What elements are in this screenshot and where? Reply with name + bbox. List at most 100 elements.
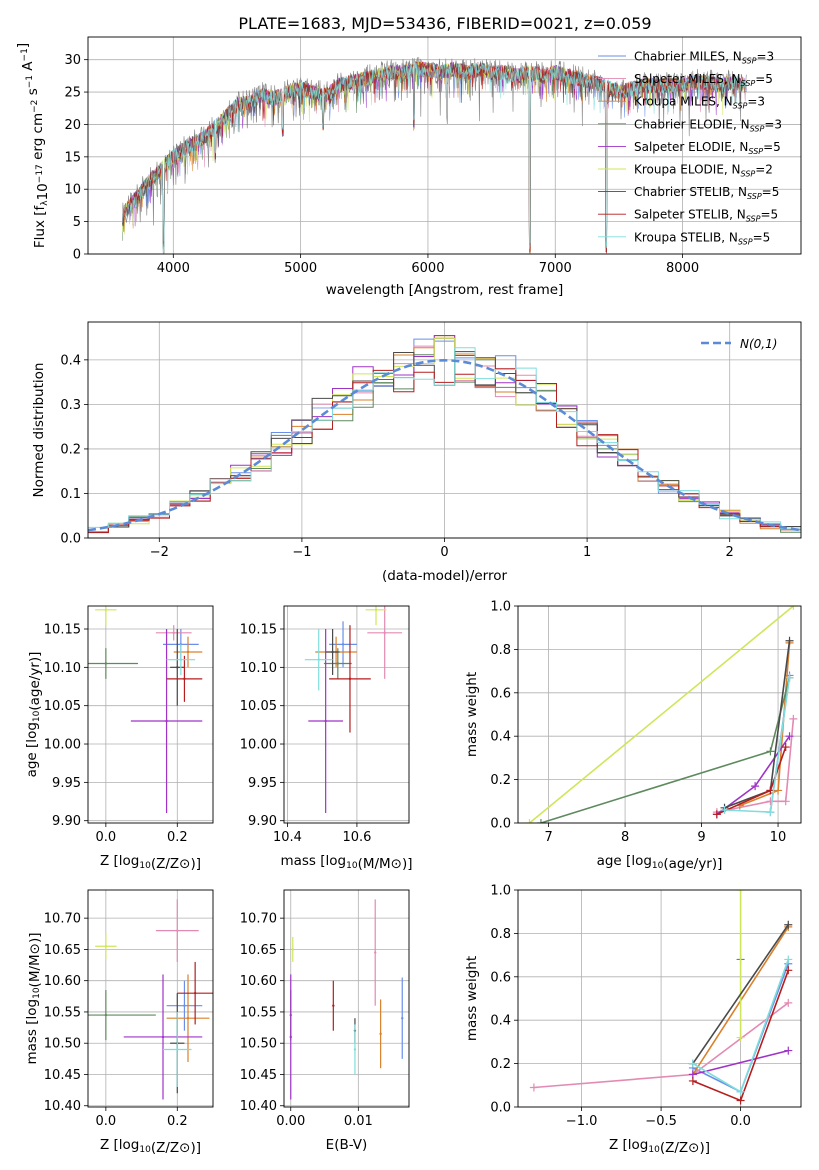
x-tick-label: 0 [440,545,448,560]
weight-marker [736,1033,745,1042]
ticks: 7 8 9 10 0.0 0.2 0.4 0.6 0.8 1.0 [490,600,786,846]
y-tick-label: 0.2 [60,442,81,457]
x-axis-label: E(B-V) [326,1137,368,1153]
y-tick-label: 0.8 [490,643,511,658]
weight-marker [784,966,793,975]
legend-entry: Kroupa STELIB, NSSP=5 [634,230,770,246]
model-spectrum-line [122,61,747,254]
y-axis-label: Normed distribution [31,363,47,498]
legend-entry: Salpeter STELIB, NSSP=5 [634,208,778,224]
x-tick-label: −0.5 [645,1114,677,1129]
axes-frame [87,889,214,1108]
x-axis-label: Z [log10(Z/Z⊙)] [100,1137,201,1156]
weight-marker [789,714,798,723]
x-tick-label: 8000 [666,261,699,276]
data-point [193,991,197,995]
weight-line [692,924,789,1065]
weight-marker [525,819,534,823]
y-tick-label: 10.55 [240,1005,277,1020]
gridlines [88,322,801,539]
weight-line [528,606,794,823]
x-tick-label: 0.2 [167,1114,188,1129]
y-tick-label: 0.4 [60,353,81,368]
y-tick-label: 20 [64,118,81,133]
plot-area [88,899,213,1100]
legend-entry: N(0,1) [740,337,777,351]
x-tick-label: 9 [697,830,705,845]
x-tick-label: 7 [544,830,552,845]
y-tick-label: 10.45 [240,1068,277,1083]
residual-histogram [88,337,801,538]
age-vs-metallicity-panel: 0.0 0.2 9.90 9.95 10.00 10.05 10.10 10.15 Z [log… [24,605,214,872]
y-tick-label: 0.6 [490,686,511,701]
gridlines [518,605,801,824]
y-tick-label: 1.0 [490,884,511,899]
ticks: 10.4 10.6 9.90 9.95 10.00 10.05 10.10 10.15 [240,623,372,845]
y-tick-label: 30 [64,53,81,68]
data-point [104,662,108,665]
y-tick-label: 0.8 [490,927,511,942]
weight-marker [712,810,721,819]
x-tick-label: −1 [292,545,311,560]
y-tick-label: 0.0 [490,817,511,832]
y-tick-label: 9.90 [248,814,277,829]
weight-marker [785,673,794,682]
x-tick-label: 8 [621,830,629,845]
axes-frame [283,889,410,1108]
data-point [383,631,386,635]
ticks: 0.0 0.2 9.90 9.95 10.00 10.05 10.10 10.15 [44,623,188,845]
ticks: 4000 5000 6000 7000 8000 0 5 10 15 20 25 30 [64,53,699,276]
y-tick-label: 10.00 [44,738,81,753]
y-tick-label: 10.70 [44,912,81,927]
data-point [176,929,179,932]
plot-area [88,606,203,814]
weight-marker [688,1076,697,1085]
data-point [161,1035,165,1039]
y-tick-label: 0.0 [60,532,81,547]
weight-marker [781,797,790,806]
x-axis-label: (data-model)/error [382,568,508,584]
data-point [332,1004,335,1007]
plot-area [525,606,798,823]
y-tick-label: 9.95 [248,776,277,791]
plot-area [529,890,793,1105]
gridlines [88,890,213,1107]
weight-marker [720,805,729,814]
weight-marker [736,1096,745,1105]
y-tick-label: 10.10 [44,661,81,676]
weight-marker [751,782,760,791]
mass-vs-metallicity-panel: 0.0 0.2 10.40 10.45 10.50 10.55 10.60 10.65 10.7… [24,889,214,1156]
weight-line [692,1049,789,1076]
data-point [317,658,320,661]
x-tick-label: 4000 [157,261,190,276]
y-tick-label: 1.0 [490,600,511,615]
data-point [379,1032,382,1036]
legend-entry: Salpeter ELODIE, NSSP=5 [634,140,781,156]
y-tick-label: 10.15 [44,623,81,638]
y-tick-label: 10.55 [44,1005,81,1020]
weight-marker [784,1046,793,1055]
weight-marker [736,890,745,894]
residual-histogram [88,335,801,538]
y-axis-label: age [log10(age/yr)] [24,652,43,778]
legend-entry: Chabrier MILES, NSSP=3 [634,50,774,66]
data-point [176,1048,179,1051]
weight-marker [784,955,793,964]
axes-frame [517,889,802,1108]
data-point [179,658,183,661]
weight-marker [766,797,775,806]
data-point [324,719,327,723]
legend-entry: Chabrier ELODIE, NSSP=3 [634,117,782,133]
data-point [104,608,108,612]
mass-vs-extinction-panel: 0.00 0.01 10.40 10.45 10.50 10.55 10.60 10.65 10… [240,889,410,1153]
data-point [291,948,294,951]
x-tick-label: 0.01 [344,1114,373,1129]
y-tick-label: 0.3 [60,398,81,413]
y-tick-label: 10.60 [240,974,277,989]
y-tick-label: 10.05 [240,699,277,714]
legend-entry: Kroupa ELODIE, NSSP=2 [634,163,773,179]
plot-area [304,606,403,814]
plot-area [289,899,404,1100]
data-point [186,1016,190,1020]
x-tick-label: 0.0 [96,1114,117,1129]
